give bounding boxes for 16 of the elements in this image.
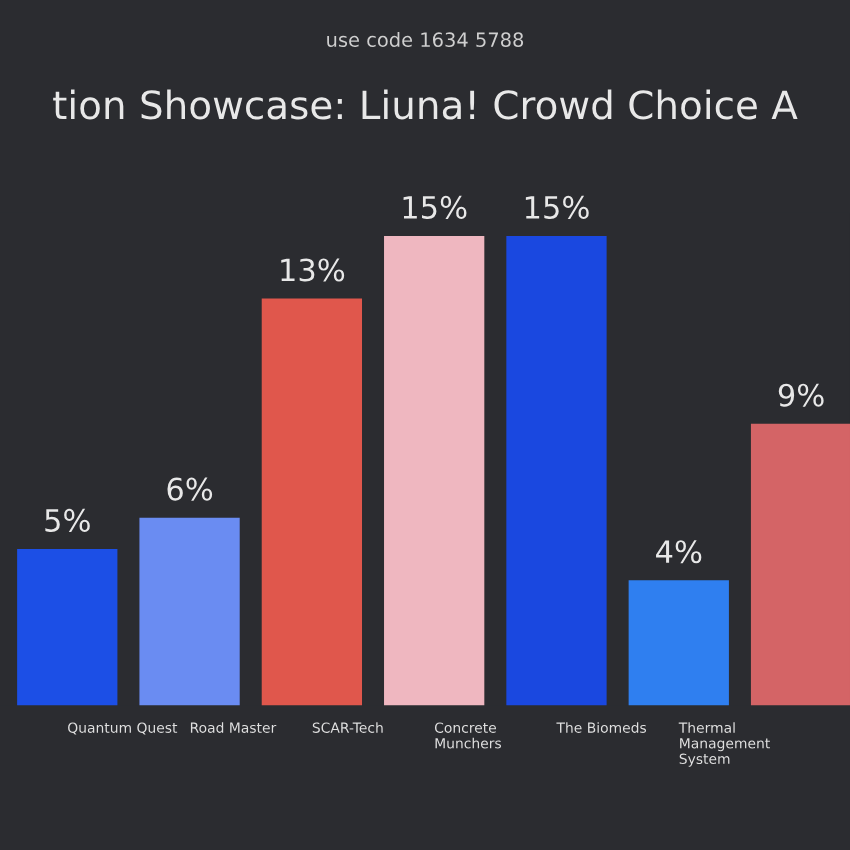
data-label: 4%	[656, 540, 702, 564]
data-label: 13%	[281, 258, 345, 282]
data-label: 15%	[403, 195, 467, 219]
bar	[261, 298, 363, 706]
data-label: 6%	[167, 477, 213, 501]
chart-title: tion Showcase: Liuna! Crowd Choice A	[53, 89, 798, 120]
data-label: 5%	[45, 508, 90, 532]
data-label: 15%	[525, 195, 589, 219]
bar	[17, 548, 118, 706]
text: use code 1634 5788	[327, 31, 524, 48]
data-label: 9%	[778, 383, 824, 407]
bar	[628, 580, 729, 706]
bar	[384, 235, 485, 706]
bar	[750, 423, 850, 706]
bar	[139, 517, 240, 706]
bar	[506, 235, 607, 706]
